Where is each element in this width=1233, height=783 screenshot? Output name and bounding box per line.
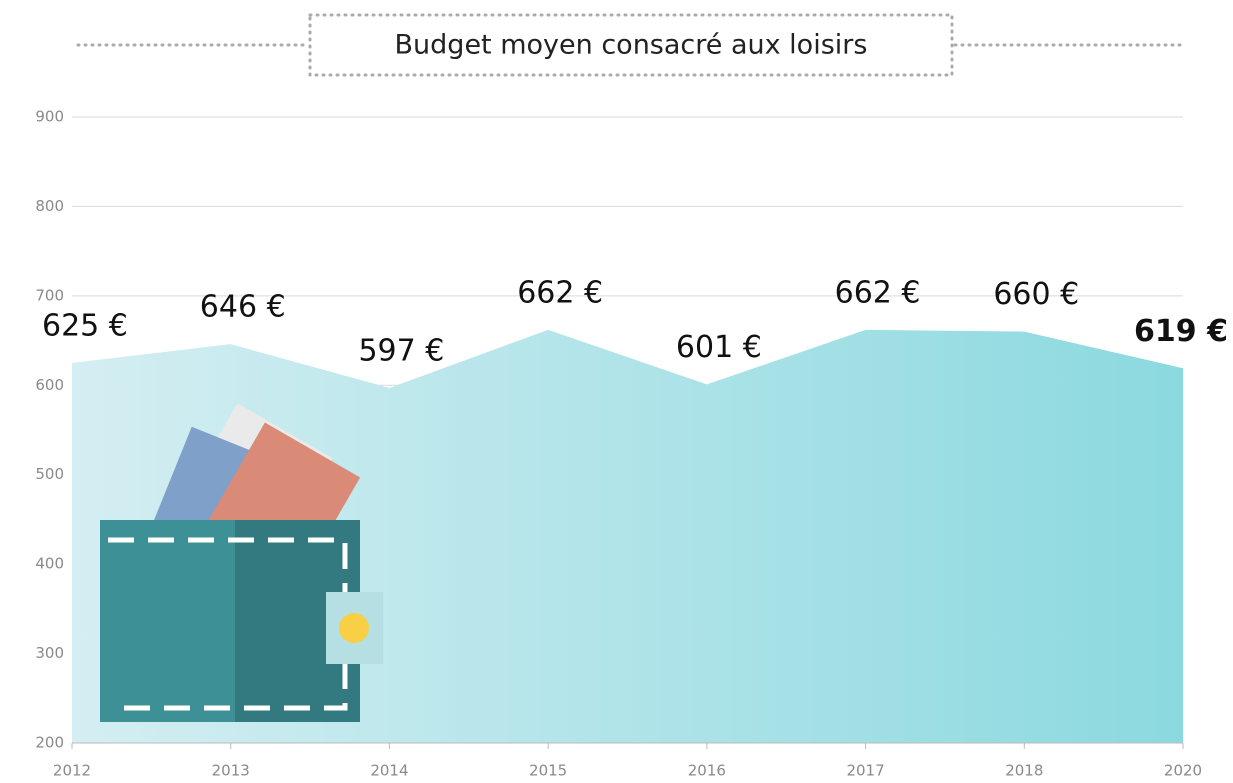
y-tick-label: 400	[35, 555, 64, 573]
y-tick-label: 500	[35, 465, 64, 483]
y-tick-label: 300	[35, 644, 64, 662]
y-tick-label: 200	[35, 734, 64, 752]
wallet-body	[100, 520, 235, 722]
title-box	[308, 13, 954, 77]
x-tick-label: 2014	[370, 762, 408, 780]
wallet-illustration	[100, 403, 383, 722]
value-label: 601 €	[676, 330, 762, 365]
value-label: 662 €	[835, 275, 921, 310]
y-tick-label: 700	[35, 286, 64, 304]
x-tick-label: 2020	[1164, 762, 1202, 780]
x-tick-label: 2016	[688, 762, 726, 780]
value-label: 646 €	[200, 290, 286, 325]
value-label: 619 €	[1134, 314, 1228, 349]
value-label: 597 €	[358, 333, 444, 368]
value-label: 662 €	[517, 275, 603, 310]
y-tick-label: 900	[35, 108, 64, 126]
plot: 200 300 400 500 600 700 800 900 2012 2013 2014 2015…	[35, 108, 1228, 780]
x-tick-label: 2013	[212, 762, 250, 780]
x-tick-label: 2012	[53, 762, 91, 780]
wallet-button	[339, 613, 369, 643]
x-tick-label: 2015	[529, 762, 567, 780]
x-tick-label: 2018	[1005, 762, 1043, 780]
x-tick-label: 2017	[846, 762, 884, 780]
y-tick-label: 800	[35, 197, 64, 215]
value-label: 625 €	[42, 308, 128, 343]
value-label: 660 €	[993, 277, 1079, 312]
y-tick-label: 600	[35, 376, 64, 394]
chart-title: Budget moyen consacré aux loisirs	[395, 30, 868, 61]
